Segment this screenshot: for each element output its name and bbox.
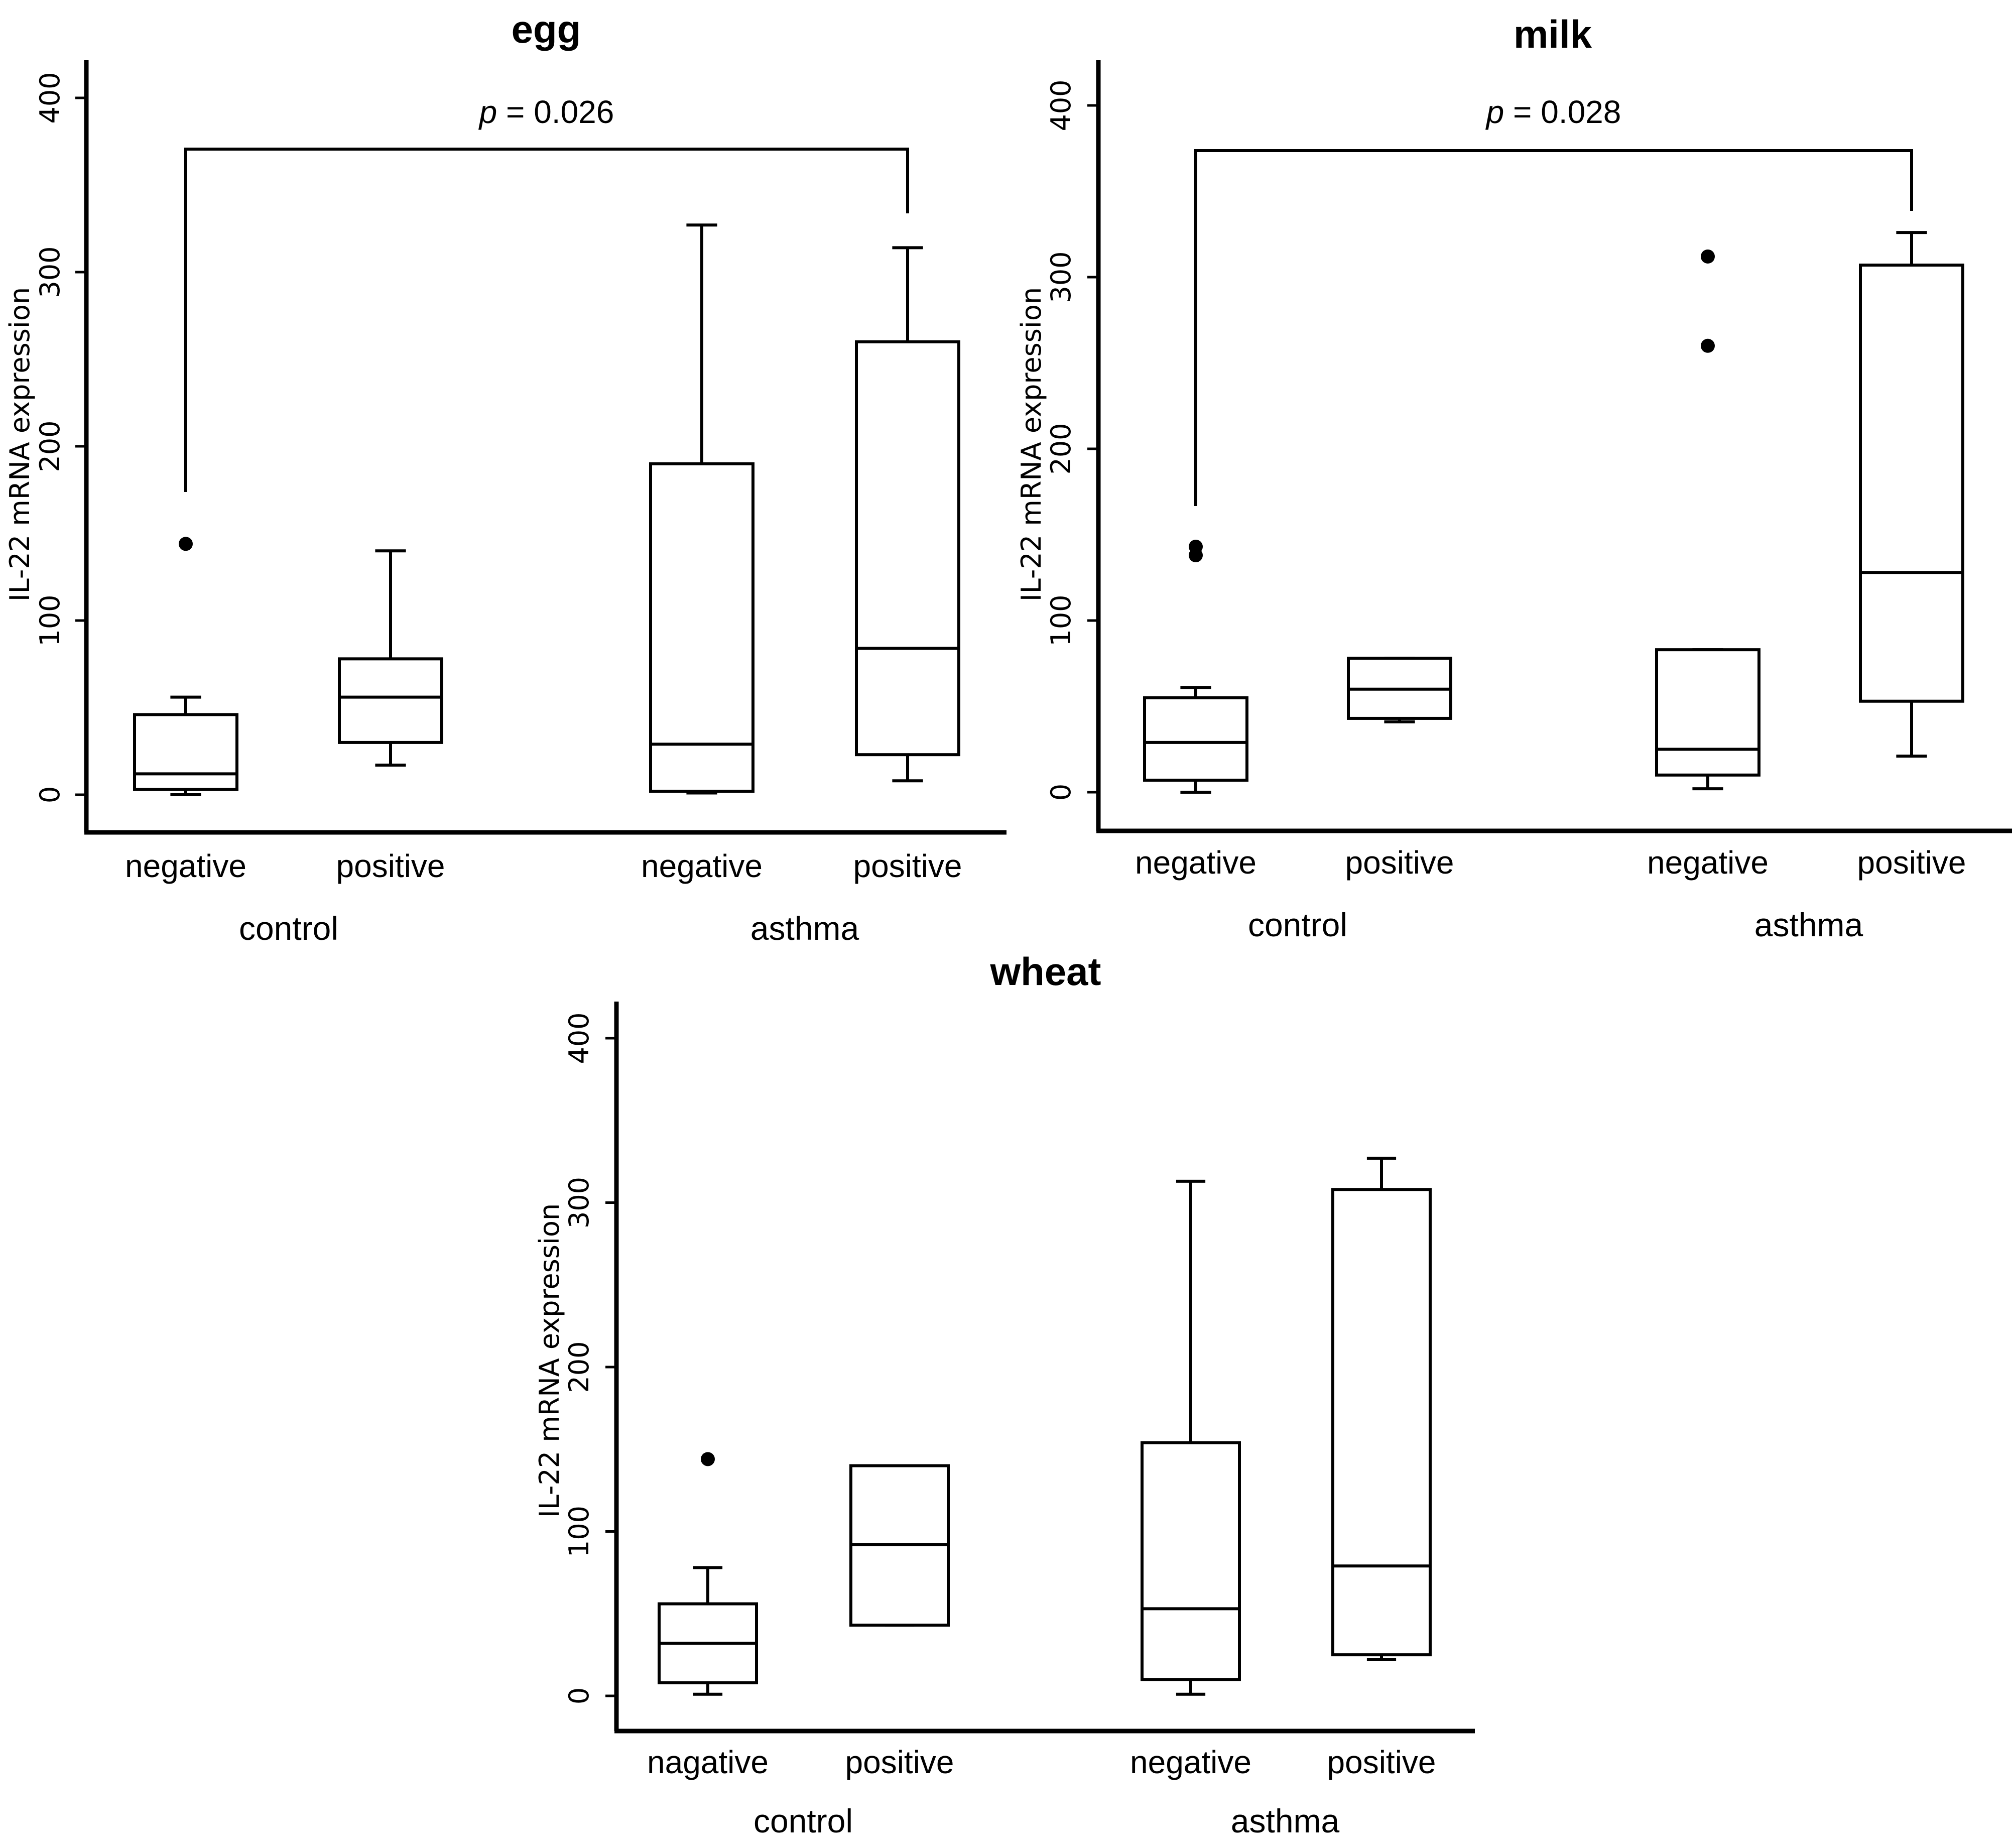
category-label: positive: [845, 1744, 954, 1780]
iqr-box: [1859, 264, 1964, 703]
category-label: negative: [1647, 844, 1769, 881]
y-tick-label: 400: [1045, 79, 1077, 131]
significance-bracket: [1194, 149, 1913, 506]
panel-egg: egg 0 100 200 300 400 IL-22 mRNA expression neg…: [4, 7, 1007, 947]
category-label: positive: [853, 848, 962, 884]
box-asthma-negative: [649, 223, 755, 795]
group-label: control: [753, 1802, 853, 1839]
p-value-text: = 0.028: [1504, 94, 1621, 130]
y-tick-label: 100: [563, 1506, 595, 1557]
significance-bracket: [184, 148, 909, 492]
p-value-text: = 0.026: [497, 94, 614, 130]
y-tick-label: 0: [1045, 784, 1077, 801]
box-control-negative: [133, 537, 238, 796]
y-axis-label: IL-22 mRNA expression: [534, 1203, 565, 1518]
panel-title: egg: [512, 7, 581, 51]
iqr-box: [1331, 1188, 1432, 1657]
box-asthma-positive: [1331, 1157, 1432, 1661]
y-tick-label: 400: [563, 1012, 595, 1064]
y-tick-label: 0: [563, 1687, 595, 1704]
category-label: positive: [336, 848, 445, 884]
panel-wheat: wheat 0 100 200 300 400 IL-22 mRNA expression n…: [534, 949, 1475, 1839]
box-control-nagative: [658, 1452, 758, 1696]
category-label: negative: [641, 848, 763, 884]
y-axis-label: IL-22 mRNA expression: [4, 287, 36, 601]
group-label: asthma: [1754, 906, 1863, 943]
iqr-box: [649, 462, 755, 793]
y-axis-label: IL-22 mRNA expression: [1016, 287, 1047, 601]
p-value-label: p = 0.026: [478, 94, 614, 130]
y-tick-label: 300: [1045, 251, 1077, 303]
y-tick-label: 100: [34, 594, 66, 646]
iqr-box: [338, 657, 443, 744]
p-symbol: p: [1485, 94, 1504, 130]
category-label: positive: [1345, 844, 1454, 881]
y-tick-label: 200: [34, 420, 66, 472]
outlier-point: [701, 1452, 715, 1466]
category-label: nagative: [647, 1744, 769, 1780]
group-label: control: [1248, 906, 1347, 943]
outlier-point: [1701, 249, 1715, 264]
iqr-box: [1141, 1441, 1241, 1681]
box-control-positive: [338, 549, 443, 767]
y-tick-label: 200: [1045, 423, 1077, 474]
p-symbol: p: [478, 94, 497, 130]
box-asthma-positive: [855, 246, 960, 783]
y-tick-label: 100: [1045, 594, 1077, 646]
box-asthma-negative: [1141, 1179, 1241, 1696]
y-tick-label: 300: [34, 246, 66, 298]
box-control-positive: [1347, 657, 1452, 723]
box-control-positive: [849, 1464, 950, 1627]
iqr-box: [133, 713, 238, 791]
category-label: negative: [125, 848, 246, 884]
p-value-label: p = 0.028: [1485, 94, 1621, 130]
category-label: positive: [1857, 844, 1966, 881]
y-tick-label: 400: [34, 72, 66, 124]
y-tick-label: 0: [34, 786, 66, 803]
box-control-negative: [1143, 539, 1248, 794]
category-label: negative: [1135, 844, 1256, 881]
y-tick-label: 200: [563, 1341, 595, 1393]
category-label: negative: [1130, 1744, 1251, 1780]
outlier-point: [1189, 539, 1203, 554]
group-label: asthma: [750, 910, 859, 947]
iqr-box: [855, 340, 960, 757]
group-label: control: [239, 910, 338, 947]
box-asthma-positive: [1859, 231, 1964, 758]
panel-milk: milk 0 100 200 300 400 IL-22 mRNA expression ne…: [1016, 12, 2012, 943]
iqr-box: [1143, 696, 1248, 782]
outlier-point: [179, 537, 193, 551]
panel-title: milk: [1514, 12, 1592, 56]
outlier-point: [1701, 338, 1715, 353]
box-asthma-negative: [1655, 249, 1761, 791]
group-label: asthma: [1231, 1802, 1340, 1839]
iqr-box: [1655, 648, 1761, 777]
panel-title: wheat: [989, 949, 1101, 994]
y-tick-label: 300: [563, 1177, 595, 1228]
category-label: positive: [1327, 1744, 1436, 1780]
